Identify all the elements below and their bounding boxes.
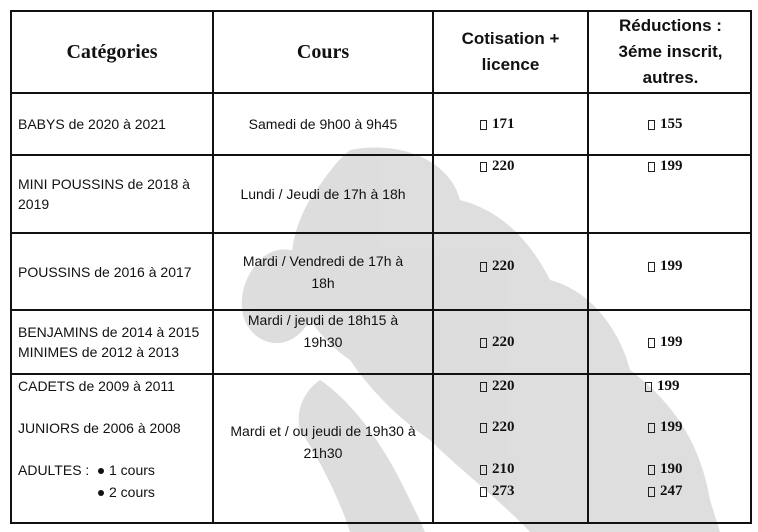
category-mini-poussins: MINI POUSSINS de 2018 à 2019 [18, 176, 190, 212]
price-poussins: 220 [480, 258, 515, 275]
course-mini-poussins: Lundi / Jeudi de 17h à 18h [240, 186, 406, 202]
reduction-poussins: 199 [648, 258, 683, 275]
checkbox-icon [480, 422, 487, 433]
adultes-option-1: 1 cours [98, 460, 155, 480]
checkbox-icon [480, 161, 487, 172]
course-benjamins-minimes: Mardi / jeudi de 18h15 à 19h30 [247, 312, 399, 350]
category-babys: BABYS de 2020 à 2021 [18, 116, 166, 132]
checkbox-icon [480, 486, 487, 497]
checkbox-icon [648, 261, 655, 272]
price-adultes-2-cours: 273 [480, 483, 515, 500]
category-benjamins-minimes: BENJAMINS de 2014 à 2015 MINIMES de 2012… [18, 324, 200, 360]
bullet-icon [98, 468, 104, 475]
header-reduction-line3: autres. [642, 68, 699, 87]
price-babys: 171 [480, 116, 515, 133]
checkbox-icon [648, 464, 655, 475]
header-reductions: Réductions : 3éme inscrit, autres. [589, 12, 752, 92]
price-benjamins-minimes: 220 [480, 334, 515, 351]
category-adultes-label: ADULTES : [18, 462, 90, 478]
reduction-benjamins-minimes: 199 [648, 334, 683, 351]
reduction-adultes-1-cours: 190 [648, 461, 683, 478]
course-cadets-juniors-adultes: Mardi et / ou jeudi de 19h30 à 21h30 [230, 423, 416, 461]
price-mini-poussins: 220 [480, 158, 515, 175]
category-juniors: JUNIORS de 2006 à 2008 [18, 420, 181, 436]
price-juniors: 220 [480, 419, 515, 436]
bullet-icon [98, 490, 104, 497]
checkbox-icon [645, 381, 652, 392]
category-poussins: POUSSINS de 2016 à 2017 [18, 263, 192, 280]
header-price: Cotisation + licence [434, 12, 587, 92]
reduction-mini-poussins: 199 [648, 158, 683, 175]
adultes-option-2: 2 cours [98, 482, 155, 502]
checkbox-icon [480, 261, 487, 272]
category-cadets: CADETS de 2009 à 2011 [18, 378, 175, 394]
checkbox-icon [648, 486, 655, 497]
header-price-line2: licence [481, 55, 540, 74]
tariff-table: Catégories Cours Cotisation + licence Ré… [10, 10, 752, 524]
reduction-cadets: 199 [645, 378, 680, 395]
checkbox-icon [480, 337, 487, 348]
checkbox-icon [480, 464, 487, 475]
checkbox-icon [480, 381, 487, 392]
checkbox-icon [648, 119, 655, 130]
reduction-adultes-2-cours: 247 [648, 483, 683, 500]
header-courses: Cours [296, 40, 350, 63]
checkbox-icon [648, 422, 655, 433]
header-reduction-line1: Réductions : [619, 16, 722, 35]
course-babys: Samedi de 9h00 à 9h45 [248, 116, 398, 132]
checkbox-icon [480, 119, 487, 130]
header-price-line1: Cotisation + [461, 29, 560, 48]
reduction-juniors: 199 [648, 419, 683, 436]
reduction-babys: 155 [648, 116, 683, 133]
header-categories: Catégories [66, 40, 158, 63]
price-cadets: 220 [480, 378, 515, 395]
price-adultes-1-cours: 210 [480, 461, 515, 478]
header-reduction-line2: 3éme inscrit, [618, 42, 723, 61]
course-poussins: Mardi / Vendredi de 17h à 18h [242, 252, 404, 291]
checkbox-icon [648, 337, 655, 348]
checkbox-icon [648, 161, 655, 172]
